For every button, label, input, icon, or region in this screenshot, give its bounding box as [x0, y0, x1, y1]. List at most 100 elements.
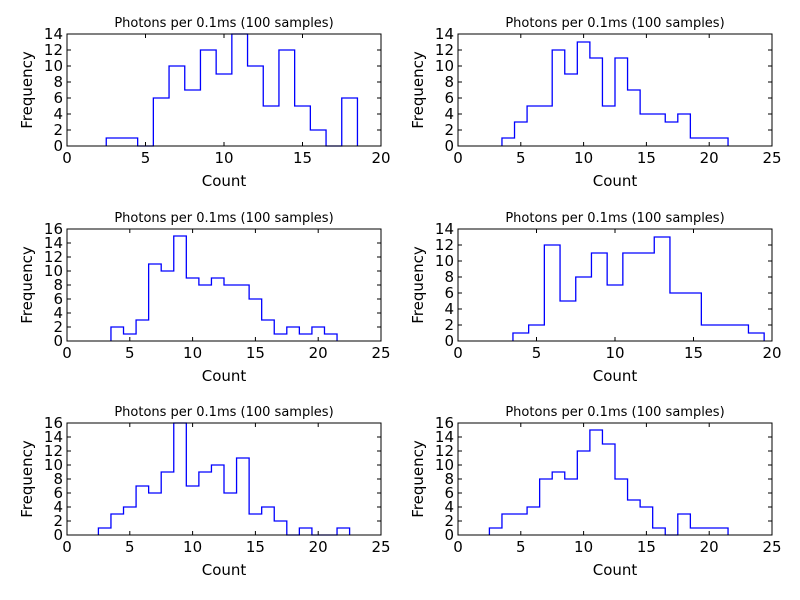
y-tick-label: 8: [53, 470, 63, 488]
x-axis-label: Count: [202, 561, 247, 579]
y-tick-label: 8: [444, 268, 454, 286]
x-tick-label: 25: [371, 344, 390, 362]
y-tick-label: 4: [444, 498, 454, 516]
y-axis-label: Frequency: [409, 440, 427, 518]
chart-title: Photons per 0.1ms (100 samples): [114, 405, 333, 420]
y-tick-label: 2: [444, 121, 454, 139]
y-tick-label: 8: [53, 73, 63, 91]
y-tick-label: 14: [44, 234, 63, 252]
x-tick-label: 15: [246, 538, 265, 556]
y-tick-label: 14: [435, 428, 454, 446]
x-axis-label: Count: [202, 172, 247, 190]
y-tick-label: 8: [53, 276, 63, 294]
y-tick-label: 14: [44, 428, 63, 446]
y-axis-label: Frequency: [18, 440, 36, 518]
x-tick-label: 10: [605, 344, 624, 362]
x-tick-label: 10: [214, 149, 233, 167]
chart-title: Photons per 0.1ms (100 samples): [114, 16, 333, 31]
y-tick-label: 0: [53, 526, 63, 544]
y-tick-label: 8: [444, 73, 454, 91]
y-tick-label: 6: [444, 284, 454, 302]
x-tick-label: 25: [762, 149, 781, 167]
y-axis-label: Frequency: [409, 246, 427, 324]
x-tick-label: 15: [637, 538, 656, 556]
x-tick-label: 5: [125, 344, 135, 362]
chart-title: Photons per 0.1ms (100 samples): [114, 211, 333, 226]
chart-title: Photons per 0.1ms (100 samples): [505, 211, 724, 226]
x-axis-label: Count: [202, 367, 247, 385]
histogram-step-line: [512, 236, 765, 341]
y-tick-label: 0: [53, 137, 63, 155]
y-tick-label: 10: [44, 456, 63, 474]
x-axis-label: Count: [593, 367, 638, 385]
y-tick-label: 6: [53, 290, 63, 308]
x-tick-label: 5: [141, 149, 151, 167]
histogram-step-line: [110, 235, 338, 341]
y-tick-label: 12: [44, 442, 63, 460]
y-tick-label: 0: [53, 332, 63, 350]
y-axis-label: Frequency: [18, 246, 36, 324]
x-tick-label: 0: [453, 344, 463, 362]
y-tick-label: 2: [53, 121, 63, 139]
y-tick-label: 6: [444, 89, 454, 107]
y-axis-label: Frequency: [18, 51, 36, 129]
y-tick-label: 12: [435, 236, 454, 254]
x-tick-label: 10: [183, 538, 202, 556]
y-tick-label: 10: [44, 262, 63, 280]
x-tick-label: 10: [574, 149, 593, 167]
y-tick-label: 4: [444, 105, 454, 123]
x-axis-label: Count: [593, 561, 638, 579]
x-tick-label: 0: [62, 149, 72, 167]
axes-frame: [66, 33, 382, 147]
y-tick-label: 4: [53, 105, 63, 123]
y-tick-label: 10: [435, 252, 454, 270]
y-tick-label: 2: [53, 318, 63, 336]
y-tick-label: 2: [53, 512, 63, 530]
y-tick-label: 0: [444, 137, 454, 155]
x-tick-label: 10: [574, 538, 593, 556]
y-tick-label: 12: [435, 41, 454, 59]
x-tick-label: 20: [309, 538, 328, 556]
x-tick-label: 0: [453, 538, 463, 556]
x-tick-label: 20: [700, 149, 719, 167]
y-tick-label: 14: [435, 25, 454, 43]
y-tick-label: 12: [435, 442, 454, 460]
x-tick-label: 20: [762, 344, 781, 362]
x-tick-label: 0: [62, 344, 72, 362]
x-axis-label: Count: [593, 172, 638, 190]
x-tick-label: 5: [125, 538, 135, 556]
y-tick-label: 0: [444, 332, 454, 350]
y-axis-label: Frequency: [409, 51, 427, 129]
y-tick-label: 2: [444, 512, 454, 530]
x-tick-label: 15: [293, 149, 312, 167]
y-tick-label: 6: [444, 484, 454, 502]
y-tick-label: 16: [44, 414, 63, 432]
y-tick-label: 6: [53, 484, 63, 502]
x-tick-label: 15: [684, 344, 703, 362]
y-tick-label: 16: [435, 414, 454, 432]
x-tick-label: 5: [532, 344, 542, 362]
x-tick-label: 0: [62, 538, 72, 556]
y-tick-label: 4: [53, 304, 63, 322]
x-tick-label: 15: [637, 149, 656, 167]
x-tick-label: 25: [371, 538, 390, 556]
x-tick-label: 10: [183, 344, 202, 362]
histogram-step-line: [501, 41, 729, 146]
y-tick-label: 2: [444, 316, 454, 334]
histogram-step-line: [488, 429, 729, 536]
x-tick-label: 5: [516, 149, 526, 167]
y-tick-label: 10: [435, 57, 454, 75]
y-tick-label: 6: [53, 89, 63, 107]
y-tick-label: 12: [44, 248, 63, 266]
x-tick-label: 25: [762, 538, 781, 556]
y-tick-label: 16: [44, 220, 63, 238]
y-tick-label: 8: [444, 470, 454, 488]
histogram-step-line: [97, 422, 351, 536]
y-tick-label: 4: [53, 498, 63, 516]
